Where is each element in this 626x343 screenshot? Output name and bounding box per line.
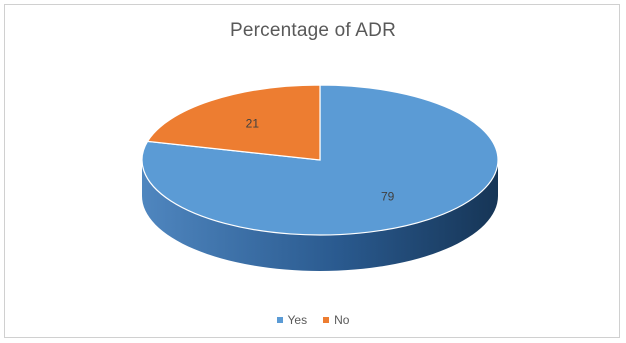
pie-slice-yes: [141, 84, 499, 236]
legend: Yes No: [0, 313, 626, 327]
legend-swatch-yes: [276, 317, 283, 323]
legend-label-yes: Yes: [287, 313, 308, 327]
pie-side-wall: [142, 160, 498, 271]
legend-item-yes: Yes: [276, 313, 308, 327]
legend-label-no: No: [334, 313, 350, 327]
legend-swatch-no: [323, 317, 330, 323]
chart-title: Percentage of ADR: [229, 20, 397, 41]
pie-slice-no: [146, 84, 321, 161]
data-label-yes: 79: [381, 190, 395, 204]
legend-item-no: No: [323, 313, 349, 327]
data-label-no: 21: [246, 116, 260, 130]
